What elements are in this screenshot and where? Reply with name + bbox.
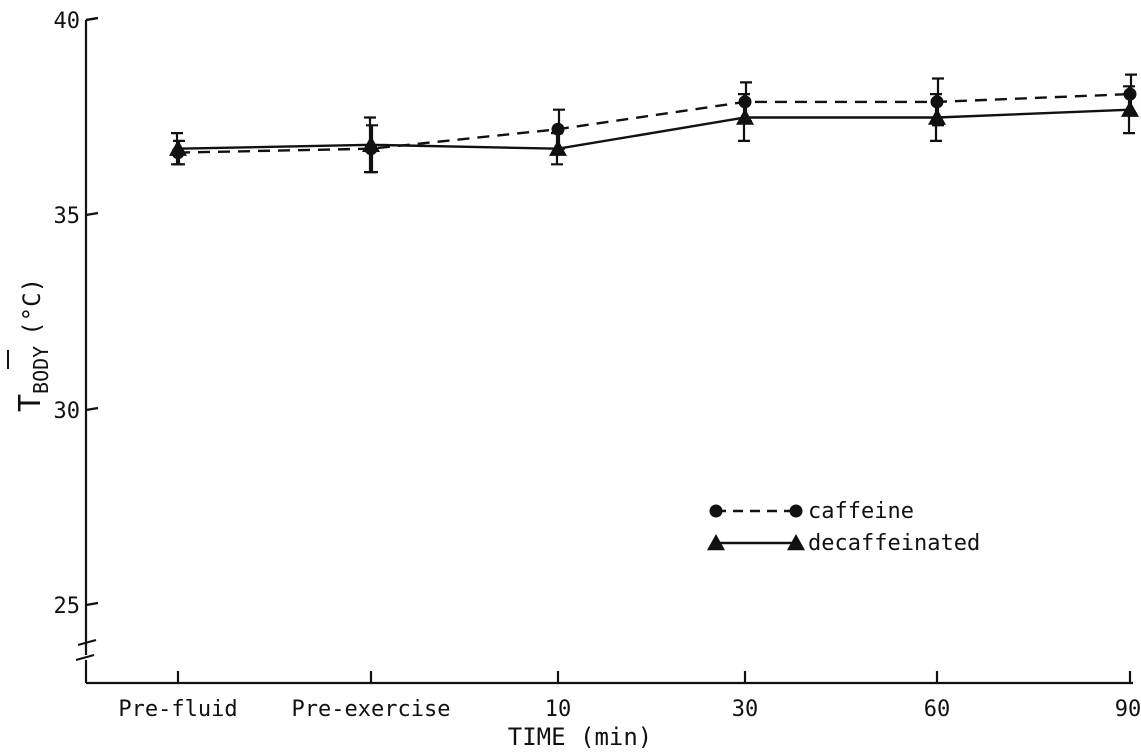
series-line [177,108,1131,150]
legend-marker [787,534,805,551]
y-axis-title-subscript: BODY [29,346,53,394]
legend-label: caffeine [808,499,914,524]
y-tick-label: 40 [54,9,81,34]
legend-item: decaffeinated [707,531,980,556]
x-tick-label: 10 [545,697,572,722]
x-tick-label: 30 [732,697,759,722]
x-tick-label: Pre-fluid [118,697,237,722]
data-point [549,139,567,156]
data-point [1121,100,1139,117]
legend-marker [709,504,723,518]
y-tick-label: 25 [54,594,81,619]
data-point [736,108,754,125]
legend-marker [707,534,725,551]
series-line [177,92,1131,154]
data-point [362,135,380,152]
y-tick-mark [85,601,99,607]
y-tick-mark [85,211,99,217]
y-tick-label: 30 [54,399,81,424]
series-caffeine [171,73,1137,174]
x-axis-title: TIME (min) [508,723,653,751]
y-ticks: 40 35 30 25 [54,9,99,619]
data-point [169,139,187,156]
y-tick-label: 35 [54,204,81,229]
x-tick-label: 90 [1115,697,1141,722]
legend-label: decaffeinated [808,531,980,556]
y-axis-title: TBODY (°C) [13,278,53,412]
y-axis-title-unit: (°C) [18,278,46,336]
y-tick-mark [85,16,99,22]
legend-item: caffeine [709,499,914,524]
x-ticks: Pre-fluid Pre-exercise 10 30 60 90 [118,671,1141,722]
x-tick-label: 60 [924,697,951,722]
legend-marker [789,504,803,518]
series-decaffeinated [169,85,1139,174]
y-axis-break [75,638,97,662]
series-layer [169,73,1139,174]
y-axis-title-main: T [13,394,48,412]
legend: caffeine decaffeinated [707,499,980,556]
x-tick-label: Pre-exercise [292,697,451,722]
y-tick-mark [85,406,99,412]
data-point [928,108,946,125]
